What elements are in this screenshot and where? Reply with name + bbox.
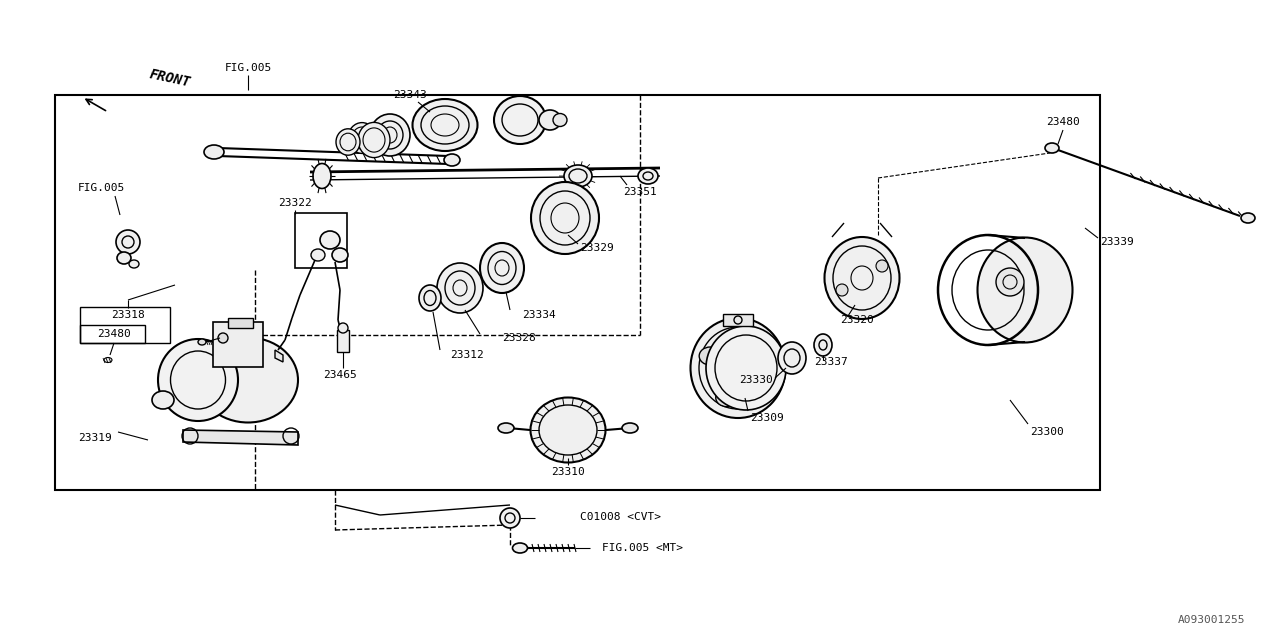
Bar [228,318,253,328]
Ellipse shape [1044,143,1059,153]
Ellipse shape [553,113,567,127]
Text: 23480: 23480 [97,329,131,339]
Text: 23329: 23329 [580,243,613,253]
Ellipse shape [978,237,1073,342]
Text: 23312: 23312 [451,350,484,360]
Polygon shape [275,350,283,362]
Circle shape [500,508,520,528]
Circle shape [338,323,348,333]
Ellipse shape [314,163,332,189]
Ellipse shape [419,285,442,311]
Ellipse shape [512,543,527,553]
Ellipse shape [198,337,298,422]
Ellipse shape [699,347,721,365]
Text: FIG.005: FIG.005 [78,183,125,193]
Text: 23337: 23337 [814,357,847,367]
Ellipse shape [157,339,238,421]
Text: 23319: 23319 [78,433,111,443]
Ellipse shape [739,330,760,348]
Bar [79,325,145,343]
Text: 23351: 23351 [623,187,657,197]
Ellipse shape [1242,213,1254,223]
Ellipse shape [370,114,410,156]
Ellipse shape [311,249,325,261]
Text: 23465: 23465 [323,370,357,380]
Circle shape [836,284,849,296]
Text: 23339: 23339 [1100,237,1134,247]
Ellipse shape [539,110,561,130]
Text: 23330: 23330 [739,375,773,385]
Ellipse shape [436,263,483,313]
Text: FIG.005: FIG.005 [224,63,271,73]
Bar [79,307,170,343]
Circle shape [996,268,1024,296]
Text: 23480: 23480 [1046,117,1080,127]
Ellipse shape [716,388,737,406]
Ellipse shape [444,154,460,166]
Ellipse shape [755,371,777,389]
Text: C01008 <CVT>: C01008 <CVT> [580,512,660,522]
Ellipse shape [690,318,786,418]
Ellipse shape [498,423,515,433]
Text: 23334: 23334 [522,310,556,320]
Ellipse shape [622,423,637,433]
Ellipse shape [320,231,340,249]
Ellipse shape [530,397,605,463]
Text: 23318: 23318 [111,310,145,320]
Text: 23310: 23310 [552,467,585,477]
Ellipse shape [564,165,591,187]
Ellipse shape [152,391,174,409]
Ellipse shape [814,334,832,356]
Text: FRONT: FRONT [148,67,192,89]
Circle shape [218,333,228,343]
Ellipse shape [104,358,113,362]
Ellipse shape [358,122,390,157]
Text: 23300: 23300 [1030,427,1064,437]
Polygon shape [183,430,298,445]
Ellipse shape [637,168,658,184]
Ellipse shape [707,326,786,410]
Text: 23322: 23322 [278,198,312,208]
Bar [337,330,349,352]
Ellipse shape [116,252,131,264]
Text: 23328: 23328 [502,333,536,343]
Ellipse shape [480,243,524,293]
Ellipse shape [494,96,547,144]
Ellipse shape [531,182,599,254]
Bar [55,95,1100,490]
Bar [723,314,753,326]
Text: 23309: 23309 [750,413,783,423]
Ellipse shape [412,99,477,151]
Ellipse shape [198,339,206,345]
Ellipse shape [335,129,360,155]
Text: A093001255: A093001255 [1178,615,1245,625]
Text: 23343: 23343 [393,90,426,100]
Ellipse shape [778,342,806,374]
Ellipse shape [129,260,140,268]
Ellipse shape [348,123,376,154]
Text: FIG.005 <MT>: FIG.005 <MT> [603,543,684,553]
Circle shape [116,230,140,254]
Text: 23320: 23320 [840,315,874,325]
Ellipse shape [824,237,900,319]
Bar [294,213,347,268]
Ellipse shape [332,248,348,262]
Bar [212,322,262,367]
Ellipse shape [204,145,224,159]
Circle shape [876,260,888,272]
